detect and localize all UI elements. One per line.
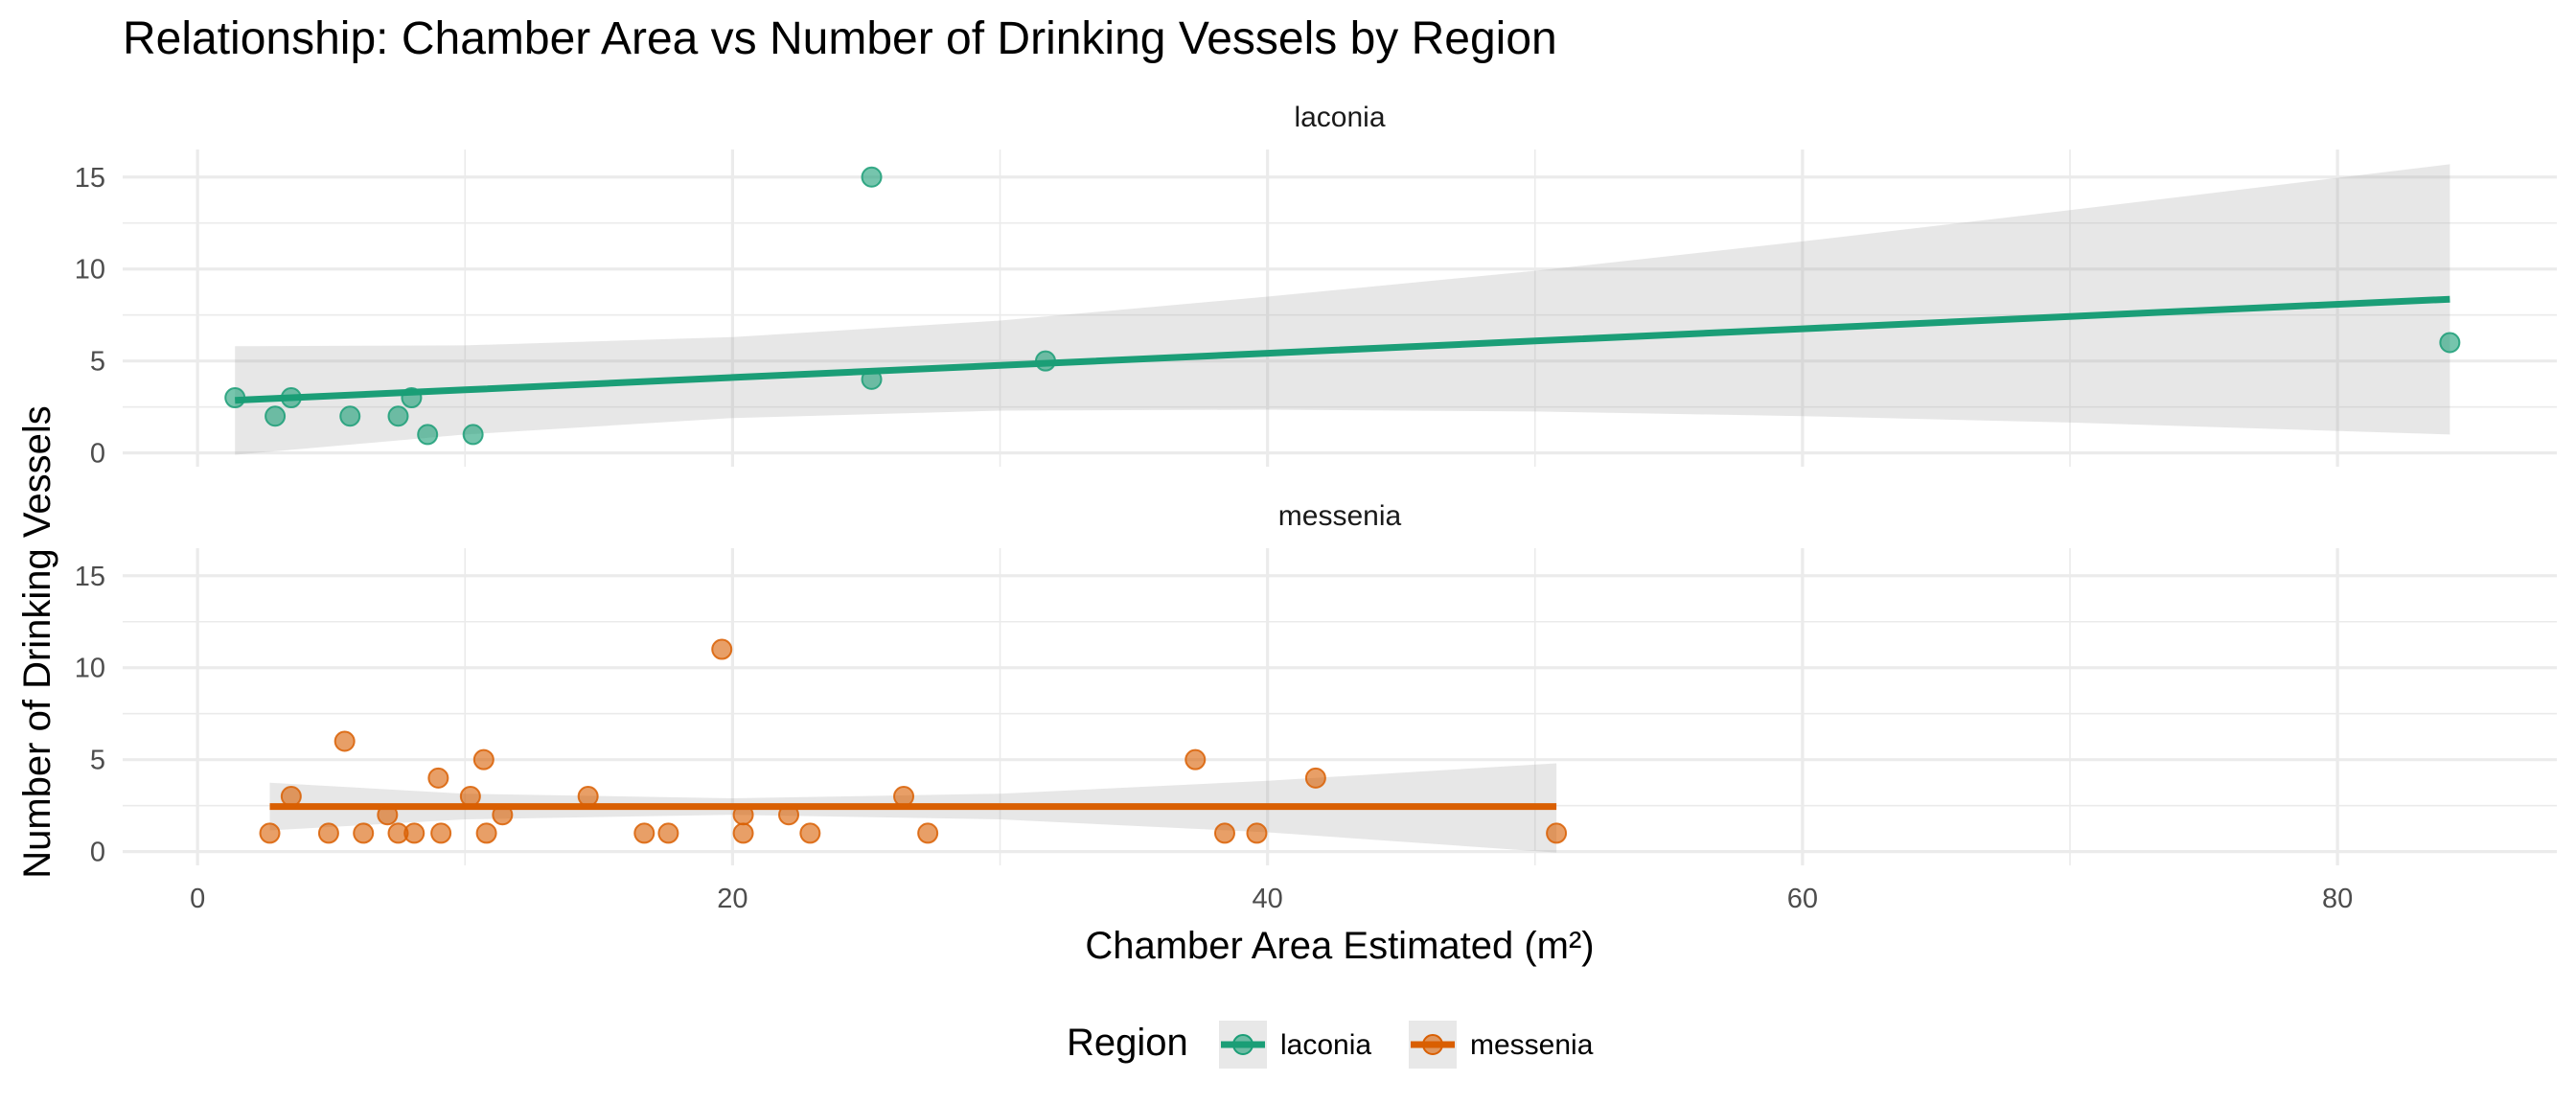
panel-laconia: laconia 0 5 10 15 — [75, 102, 2557, 470]
x-tick-label: 60 — [1787, 884, 1818, 914]
legend-key-point — [1422, 1034, 1443, 1055]
y-tick-label: 0 — [90, 439, 105, 470]
data-point-laconia — [264, 405, 287, 427]
data-point-messenia — [657, 822, 679, 844]
y-axis-title: Number of Drinking Vessels — [16, 405, 58, 879]
legend-entry-laconia: laconia — [1219, 1021, 1371, 1069]
x-axis-title: Chamber Area Estimated (m²) — [1085, 925, 1594, 967]
x-tick-label: 20 — [717, 884, 748, 914]
data-point-messenia — [1546, 822, 1568, 844]
legend-key-point — [1232, 1034, 1254, 1055]
data-point-laconia — [1034, 350, 1056, 372]
data-point-messenia — [353, 822, 375, 844]
y-tick-label: 15 — [75, 163, 105, 194]
data-point-messenia — [472, 748, 494, 770]
data-point-laconia — [462, 424, 484, 446]
data-point-laconia — [280, 387, 302, 409]
data-point-messenia — [492, 804, 514, 826]
x-tick-label: 0 — [190, 884, 205, 914]
data-point-laconia — [387, 405, 409, 427]
panel-messenia: messenia 0 5 10 15 0 20 40 60 80 — [75, 500, 2557, 914]
legend-label-messenia: messenia — [1470, 1029, 1594, 1061]
data-point-messenia — [259, 822, 281, 844]
data-point-messenia — [893, 786, 915, 808]
y-tick-label: 10 — [75, 654, 105, 684]
data-point-laconia — [2439, 332, 2461, 354]
data-point-messenia — [459, 786, 481, 808]
fit-line-laconia — [235, 295, 2450, 404]
data-point-messenia — [280, 786, 302, 808]
data-point-messenia — [917, 822, 939, 844]
data-point-messenia — [577, 786, 599, 808]
data-point-messenia — [377, 804, 399, 826]
chart-title: Relationship: Chamber Area vs Number of … — [123, 13, 1557, 64]
y-tick-label: 5 — [90, 347, 105, 378]
facet-label-laconia: laconia — [1294, 102, 1385, 133]
data-point-laconia — [339, 405, 361, 427]
legend: Region laconia messenia — [1067, 1021, 1594, 1069]
data-point-messenia — [633, 822, 656, 844]
y-tick-label: 15 — [75, 562, 105, 592]
data-point-messenia — [778, 804, 800, 826]
data-point-laconia — [224, 387, 246, 409]
data-point-laconia — [861, 368, 883, 390]
y-tick-label: 5 — [90, 746, 105, 776]
data-point-messenia — [711, 638, 733, 660]
y-tick-label: 10 — [75, 255, 105, 286]
facet-label-messenia: messenia — [1278, 500, 1402, 532]
data-point-messenia — [732, 804, 754, 826]
data-point-messenia — [1213, 822, 1235, 844]
x-tick-label: 80 — [2322, 884, 2353, 914]
data-point-messenia — [475, 822, 497, 844]
data-point-messenia — [1304, 767, 1326, 789]
data-point-messenia — [1184, 748, 1207, 770]
legend-label-laconia: laconia — [1280, 1029, 1371, 1061]
data-point-messenia — [317, 822, 339, 844]
legend-title: Region — [1067, 1022, 1188, 1064]
data-point-messenia — [403, 822, 426, 844]
data-point-laconia — [417, 424, 439, 446]
data-point-messenia — [1246, 822, 1268, 844]
data-point-laconia — [861, 166, 883, 188]
facet-panels: laconia 0 5 10 15 messenia 0 5 10 15 0 20 40 60 80 — [75, 102, 2557, 914]
data-point-messenia — [799, 822, 821, 844]
data-point-laconia — [401, 387, 423, 409]
data-point-messenia — [334, 730, 356, 752]
data-point-messenia — [732, 822, 754, 844]
confidence-band-laconia — [235, 164, 2450, 455]
data-point-messenia — [427, 767, 449, 789]
y-tick-label: 0 — [90, 838, 105, 868]
data-point-messenia — [430, 822, 452, 844]
legend-entry-messenia: messenia — [1409, 1021, 1594, 1069]
x-tick-label: 40 — [1253, 884, 1283, 914]
